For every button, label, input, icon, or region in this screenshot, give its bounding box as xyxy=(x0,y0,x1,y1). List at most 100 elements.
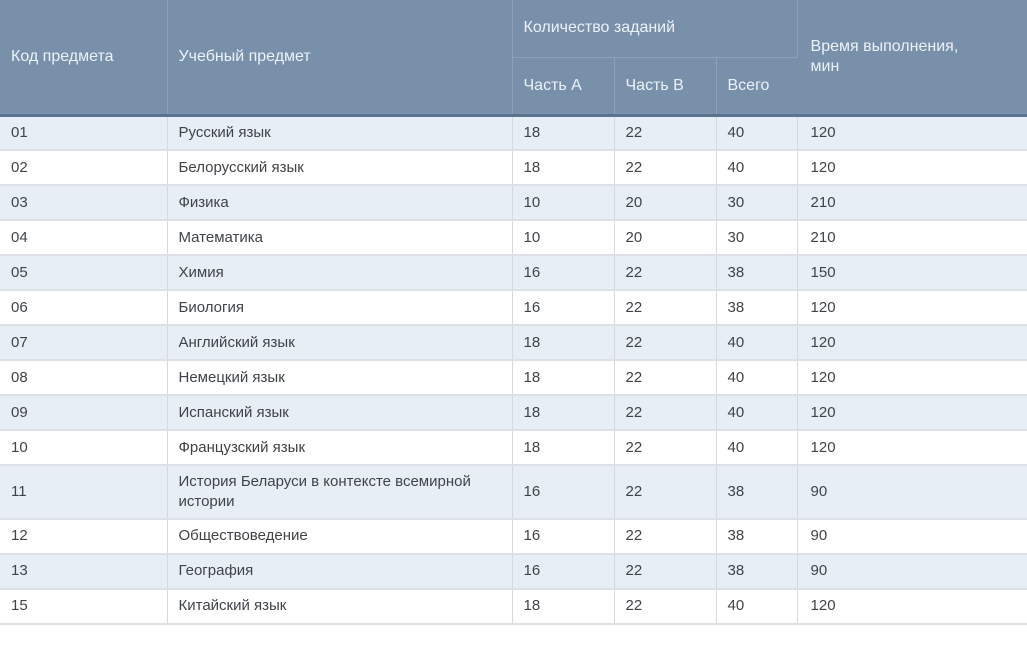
cell-code: 10 xyxy=(0,430,168,466)
cell-time: 120 xyxy=(797,588,1027,625)
header-row-top: Код предмета Учебный предмет Количество … xyxy=(0,0,1027,117)
cell-code: 09 xyxy=(0,395,168,431)
cell-subject: География xyxy=(167,553,513,590)
cell-subject: Испанский язык xyxy=(167,395,513,431)
cell-total: 40 xyxy=(716,115,798,151)
cell-part-a: 16 xyxy=(512,553,615,590)
cell-part-a: 16 xyxy=(512,465,615,520)
cell-part-b: 20 xyxy=(614,185,717,221)
cell-part-a: 10 xyxy=(512,220,615,256)
cell-part-a: 18 xyxy=(512,430,615,466)
cell-total: 38 xyxy=(716,553,798,590)
cell-time: 120 xyxy=(797,395,1027,431)
cell-part-b: 20 xyxy=(614,220,717,256)
cell-time: 120 xyxy=(797,290,1027,326)
cell-time: 90 xyxy=(797,518,1027,555)
cell-part-a: 16 xyxy=(512,255,615,291)
table-row: 05 Химия 16 22 38 150 xyxy=(0,255,1027,291)
cell-code: 13 xyxy=(0,553,168,590)
cell-subject: История Беларуси в контексте всемирной и… xyxy=(167,465,513,520)
table-row: 12 Обществоведение 16 22 38 90 xyxy=(0,518,1027,555)
cell-total: 40 xyxy=(716,430,798,466)
cell-part-a: 10 xyxy=(512,185,615,221)
cell-part-b: 22 xyxy=(614,518,717,555)
header-row-sub: Часть А Часть В Всего xyxy=(0,57,1027,117)
col-header-part-a: Часть А xyxy=(512,57,615,117)
cell-subject: Физика xyxy=(167,185,513,221)
table-row: 13 География 16 22 38 90 xyxy=(0,553,1027,590)
cell-part-b: 22 xyxy=(614,255,717,291)
cell-code: 06 xyxy=(0,290,168,326)
col-header-subject-name: Учебный предмет xyxy=(167,0,513,117)
cell-subject: Белорусский язык xyxy=(167,150,513,186)
cell-time: 120 xyxy=(797,150,1027,186)
cell-part-a: 16 xyxy=(512,518,615,555)
col-header-tasks-group: Количество заданий xyxy=(512,0,798,58)
cell-total: 30 xyxy=(716,220,798,256)
cell-part-a: 18 xyxy=(512,115,615,151)
cell-total: 40 xyxy=(716,395,798,431)
cell-total: 40 xyxy=(716,588,798,625)
cell-code: 03 xyxy=(0,185,168,221)
cell-code: 12 xyxy=(0,518,168,555)
cell-code: 04 xyxy=(0,220,168,256)
col-header-part-b: Часть В xyxy=(614,57,717,117)
table-row: 01 Русский язык 18 22 40 120 xyxy=(0,115,1027,151)
cell-part-a: 16 xyxy=(512,290,615,326)
cell-total: 40 xyxy=(716,360,798,396)
cell-subject: Химия xyxy=(167,255,513,291)
cell-total: 40 xyxy=(716,325,798,361)
cell-part-a: 18 xyxy=(512,588,615,625)
cell-time: 120 xyxy=(797,325,1027,361)
cell-part-a: 18 xyxy=(512,325,615,361)
table-row: 15 Китайский язык 18 22 40 120 xyxy=(0,588,1027,625)
cell-part-b: 22 xyxy=(614,360,717,396)
cell-subject: Математика xyxy=(167,220,513,256)
cell-subject: Английский язык xyxy=(167,325,513,361)
cell-part-b: 22 xyxy=(614,465,717,520)
col-header-subject-code: Код предмета xyxy=(0,0,168,117)
cell-subject: Немецкий язык xyxy=(167,360,513,396)
cell-part-b: 22 xyxy=(614,290,717,326)
cell-code: 02 xyxy=(0,150,168,186)
table-row: 11 История Беларуси в контексте всемирной… xyxy=(0,465,1027,520)
cell-part-b: 22 xyxy=(614,553,717,590)
cell-code: 05 xyxy=(0,255,168,291)
cell-code: 01 xyxy=(0,115,168,151)
cell-time: 90 xyxy=(797,465,1027,520)
cell-total: 40 xyxy=(716,150,798,186)
cell-part-a: 18 xyxy=(512,395,615,431)
cell-time: 150 xyxy=(797,255,1027,291)
table-row: 07 Английский язык 18 22 40 120 xyxy=(0,325,1027,361)
cell-subject: Китайский язык xyxy=(167,588,513,625)
cell-code: 15 xyxy=(0,588,168,625)
cell-subject: Русский язык xyxy=(167,115,513,151)
col-header-total: Всего xyxy=(716,57,798,117)
cell-part-b: 22 xyxy=(614,588,717,625)
table-row: 03 Физика 10 20 30 210 xyxy=(0,185,1027,221)
cell-part-b: 22 xyxy=(614,430,717,466)
table-row: 02 Белорусский язык 18 22 40 120 xyxy=(0,150,1027,186)
subjects-table: Код предмета Учебный предмет Количество … xyxy=(0,0,1027,625)
table-row: 08 Немецкий язык 18 22 40 120 xyxy=(0,360,1027,396)
table-body: 01 Русский язык 18 22 40 120 02 Белорусский язы… xyxy=(0,115,1027,625)
col-header-time: Время выполнения, мин xyxy=(797,0,1027,117)
cell-subject: Биология xyxy=(167,290,513,326)
cell-part-a: 18 xyxy=(512,360,615,396)
table-row: 09 Испанский язык 18 22 40 120 xyxy=(0,395,1027,431)
cell-total: 30 xyxy=(716,185,798,221)
cell-time: 120 xyxy=(797,360,1027,396)
cell-code: 08 xyxy=(0,360,168,396)
table-row: 04 Математика 10 20 30 210 xyxy=(0,220,1027,256)
cell-subject: Обществоведение xyxy=(167,518,513,555)
table-row: 06 Биология 16 22 38 120 xyxy=(0,290,1027,326)
cell-part-a: 18 xyxy=(512,150,615,186)
cell-total: 38 xyxy=(716,290,798,326)
cell-time: 120 xyxy=(797,430,1027,466)
cell-code: 07 xyxy=(0,325,168,361)
cell-time: 90 xyxy=(797,553,1027,590)
table-header: Код предмета Учебный предмет Количество … xyxy=(0,0,1027,117)
cell-time: 210 xyxy=(797,220,1027,256)
cell-total: 38 xyxy=(716,518,798,555)
cell-time: 120 xyxy=(797,115,1027,151)
